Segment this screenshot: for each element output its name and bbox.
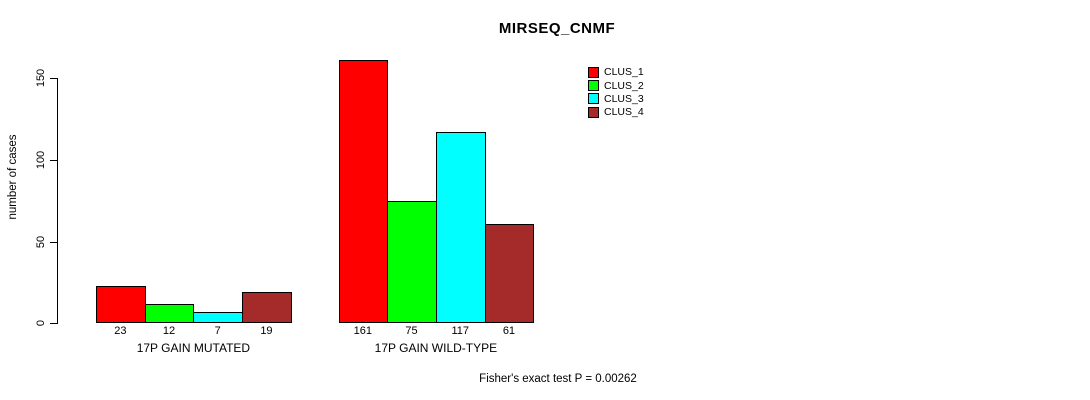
legend-item-clus_3: CLUS_3 — [588, 92, 644, 105]
legend-item-clus_1: CLUS_1 — [588, 66, 644, 79]
bar-clus_1-2 — [338, 60, 389, 324]
y-axis-tick-label: 150 — [35, 68, 47, 88]
legend-swatch-clus_1 — [588, 67, 599, 79]
category-label: 17P GAIN WILD-TYPE — [374, 341, 498, 355]
bar-value-label: 23 — [114, 325, 127, 337]
y-axis-tick — [50, 159, 57, 161]
bar-clus_3-1 — [193, 311, 244, 324]
y-axis-line — [57, 78, 58, 325]
bar-clus_4-2 — [484, 223, 535, 324]
bar-value-label: 19 — [260, 325, 273, 337]
bar-value-label: 7 — [214, 325, 221, 337]
annotation-text: Fisher's exact test P = 0.00262 — [479, 373, 637, 385]
bar-clus_2-1 — [144, 303, 195, 324]
bar-value-label: 117 — [451, 325, 469, 337]
y-axis-tick — [50, 78, 57, 80]
legend-label: CLUS_2 — [604, 79, 644, 92]
bar-clus_3-2 — [435, 132, 486, 324]
y-axis-tick-label: 50 — [35, 235, 47, 248]
legend-label: CLUS_3 — [604, 92, 644, 105]
bar-value-label: 12 — [162, 325, 176, 337]
bar-clus_4-1 — [242, 292, 292, 324]
legend-item-clus_2: CLUS_2 — [588, 79, 644, 92]
y-axis-label: number of cases — [7, 134, 19, 220]
y-axis-tick — [50, 323, 57, 325]
legend-swatch-clus_3 — [588, 93, 599, 105]
bar-value-label: 75 — [405, 325, 418, 337]
legend-swatch-clus_4 — [588, 106, 599, 118]
y-axis-tick-label: 100 — [35, 150, 47, 169]
legend: CLUS_1 CLUS_2 CLUS_3 CLUS_4 — [588, 66, 644, 119]
y-axis-tick-label: 0 — [35, 320, 47, 327]
legend-label: CLUS_4 — [604, 105, 644, 118]
bar-value-label: 161 — [353, 325, 373, 337]
y-axis-tick — [50, 241, 57, 243]
chart-title: MIRSEQ_CNMF — [498, 20, 616, 37]
bar-value-label: 61 — [502, 325, 516, 337]
category-label: 17P GAIN MUTATED — [136, 341, 251, 355]
legend-item-clus_4: CLUS_4 — [588, 106, 644, 119]
legend-label: CLUS_1 — [604, 66, 644, 79]
bar-clus_2-2 — [387, 200, 437, 324]
legend-swatch-clus_2 — [588, 80, 599, 92]
bar-clus_1-1 — [96, 285, 146, 324]
